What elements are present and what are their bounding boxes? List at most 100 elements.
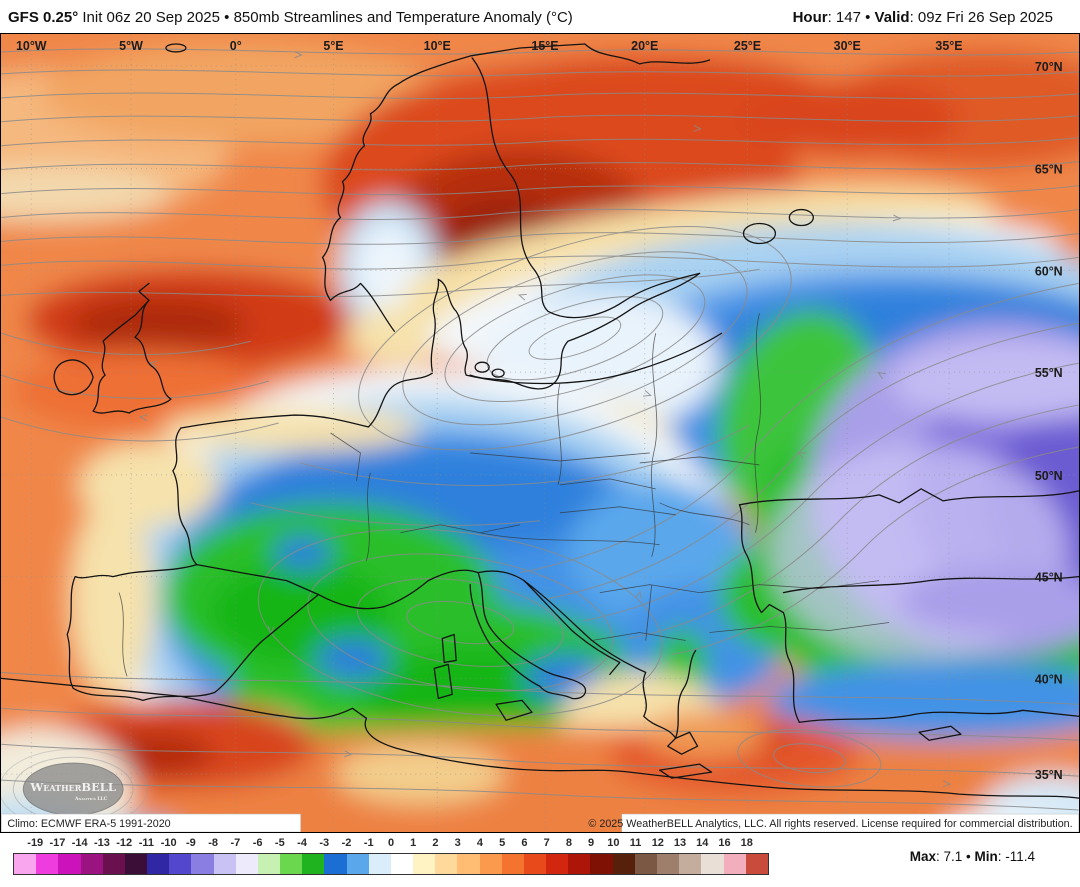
colorbar-tick: -1 [363,837,374,849]
colorbar-tick: -2 [341,837,352,849]
colorbar-segment [302,854,325,874]
lon-label: 30°E [834,39,861,53]
max-value: : 7.1 • [935,849,975,864]
colorbar-tick: 18 [740,837,753,849]
colorbar-segment [124,854,148,874]
colorbar-tick: -17 [49,837,66,849]
colorbar-segment [280,854,303,874]
colorbar-tick: -9 [185,837,196,849]
colorbar-segment [590,854,613,874]
valid-label: Valid [874,9,910,26]
colorbar-segment [568,854,591,874]
lat-label: 35°N [1035,768,1063,782]
weather-map: WeatherBELL Analytics LLC 10°W 5°W 0° 5°E 10… [0,33,1080,833]
map-canvas: WeatherBELL Analytics LLC 10°W 5°W 0° 5°E 10… [1,34,1079,832]
colorbar-tick-labels: -19 -17 -14 -13 -12 -11 -10 -9 -8 -7 -6 -5 -4 -3 -2 -1 0… [13,837,769,851]
lat-label: 55°N [1035,366,1063,380]
colorbar-tick: 6 [521,837,528,849]
colorbar-segment [501,854,524,874]
colorbar-segment [147,854,170,874]
colorbar-tick: 2 [432,837,439,849]
map-title: GFS 0.25° Init 06z 20 Sep 2025 • 850mb S… [8,9,573,26]
colorbar-segment [169,854,192,874]
valid-time: Hour: 147 • Valid: 09z Fri 26 Sep 2025 [793,9,1053,26]
climo-note-box [1,813,301,832]
colorbar-segment [14,854,37,874]
colorbar-tick: 5 [499,837,506,849]
colorbar-tick: 14 [696,837,709,849]
colorbar-tick: 12 [651,837,664,849]
colorbar-tick: -13 [93,837,110,849]
lat-label: 50°N [1035,469,1063,483]
colorbar-segment [745,854,768,874]
colorbar-segment [235,854,258,874]
colorbar-tick: 9 [588,837,595,849]
colorbar-tick: 13 [673,837,687,849]
map-footer-notes: Climo: ECMWF ERA-5 1991-2020 © 2025 Weat… [1,813,1079,832]
colorbar-segment [656,854,680,874]
colorbar-tick: -10 [160,837,177,849]
climo-note: Climo: ECMWF ERA-5 1991-2020 [7,818,170,830]
colorbar-segment [213,854,236,874]
colorbar-segment [612,854,635,874]
colorbar-segment [58,854,81,874]
colorbar-tick: 1 [410,837,417,849]
colorbar-segment [368,854,391,874]
lat-label: 60°N [1035,264,1063,278]
colorbar-tick: 7 [543,837,550,849]
colorbar-tick: -3 [319,837,330,849]
lat-label: 65°N [1035,163,1063,177]
colorbar-segment [723,854,746,874]
colorbar-segment [324,854,347,874]
lon-label: 35°E [935,39,962,53]
title-rest: Init 06z 20 Sep 2025 • 850mb Streamlines… [78,9,573,26]
streamline-arrows [138,51,952,788]
valid-value: : 09z Fri 26 Sep 2025 [909,9,1053,26]
colorbar-tick: 11 [629,837,642,849]
anomaly-color-field [1,34,1079,832]
hour-label: Hour [792,9,828,26]
streamlines [1,48,1079,811]
lon-label: 20°E [631,39,658,53]
colorbar-tick: -19 [27,837,44,849]
colorbar [13,853,769,875]
colorbar-segment [346,854,369,874]
lon-label: 0° [230,39,242,53]
copyright-box [621,813,1079,832]
longitude-labels: 10°W 5°W 0° 5°E 10°E 15°E 20°E 25°E 30°E 35°E [16,39,963,53]
colorbar-tick: 4 [476,837,483,849]
colorbar-tick: -7 [230,837,241,849]
max-label: Max [909,849,936,864]
colorbar-segment [390,854,414,874]
min-label: Min [974,849,998,864]
lat-label: 40°N [1035,672,1063,686]
lon-label: 25°E [734,39,761,53]
colorbar-tick: 0 [387,837,395,849]
hour-value: : 147 • [827,9,875,26]
copyright-note: © 2025 WeatherBELL Analytics, LLC. All r… [588,818,1072,830]
min-value: : -11.4 [997,849,1035,864]
colorbar-segment [36,854,59,874]
colorbar-tick: -12 [116,837,133,849]
weatherbell-watermark: WeatherBELL Analytics LLC [1,748,148,830]
colorbar-segment [457,854,480,874]
colorbar-segment [413,854,436,874]
colorbar-tick: 8 [565,837,572,849]
lon-label: 5°W [119,39,143,53]
colorbar-segment [257,854,281,874]
colorbar-segment [546,854,569,874]
lon-label: 10°E [424,39,451,53]
coastlines [1,43,1079,799]
lat-label: 70°N [1035,60,1063,74]
colorbar-tick: 3 [454,837,461,849]
colorbar-tick: -6 [252,837,263,849]
max-min-readout: Max: 7.1 • Min: -11.4 [910,849,1035,864]
lon-label: 5°E [323,39,343,53]
colorbar-segment [479,854,502,874]
legend: -19 -17 -14 -13 -12 -11 -10 -9 -8 -7 -6 -5 -4 -3 -2 -1 0… [0,833,1080,887]
colorbar-segment [191,854,214,874]
watermark-subtitle: Analytics LLC [74,796,108,802]
colorbar-tick: -4 [297,837,307,849]
colorbar-segment [102,854,125,874]
header-bar: GFS 0.25° Init 06z 20 Sep 2025 • 850mb S… [0,0,1080,33]
